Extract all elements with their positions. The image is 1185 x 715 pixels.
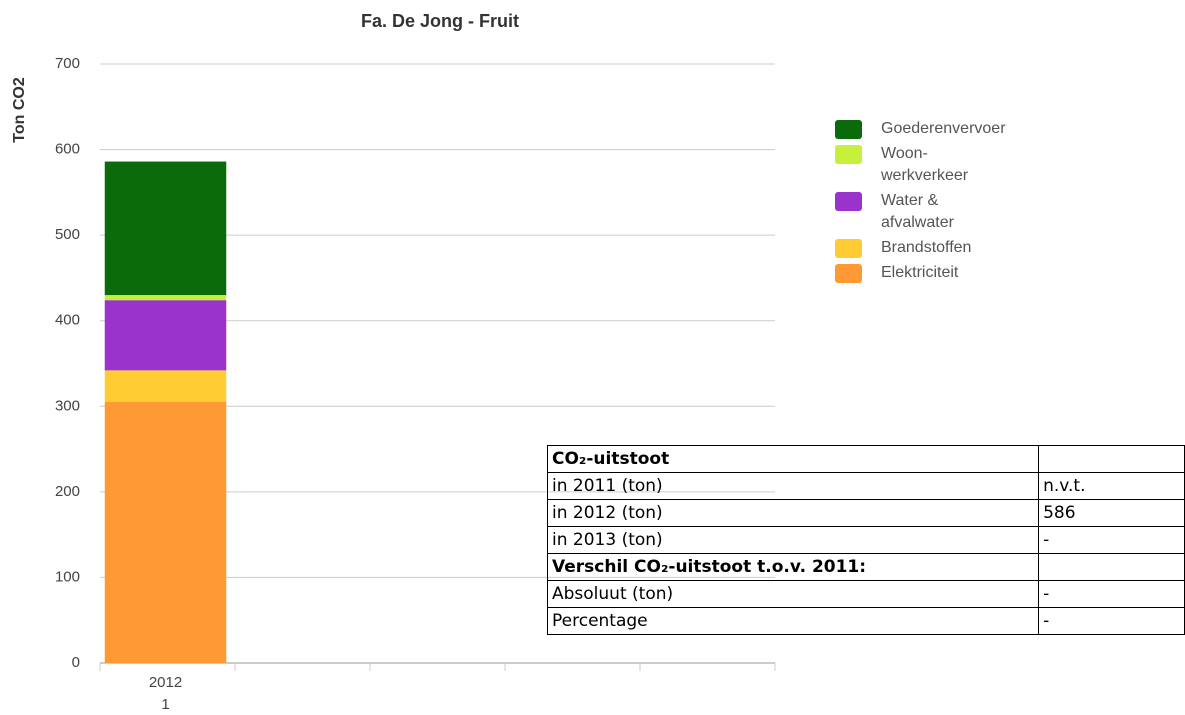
y-tick-label: 0 xyxy=(72,654,80,671)
y-tick-label: 400 xyxy=(55,312,80,329)
bar-segment xyxy=(104,161,227,296)
legend-swatch xyxy=(835,145,862,164)
bar-segment xyxy=(104,370,227,403)
table-cell: Verschil CO₂-uitstoot t.o.v. 2011: xyxy=(546,553,1040,581)
table-cell: 586 xyxy=(1038,499,1185,527)
y-tick-label: 300 xyxy=(55,397,80,414)
table-cell: in 2011 (ton) xyxy=(546,472,1040,500)
table-cell xyxy=(1038,553,1185,581)
y-tick-label: 100 xyxy=(55,568,80,585)
legend-item: Goederenvervoer xyxy=(835,118,1006,140)
data-table: CO₂-uitstoot in 2011 (ton) n.v.t. in 2012 (… xyxy=(546,445,1185,635)
table-row: in 2012 (ton) 586 xyxy=(546,499,1185,527)
table-cell: Percentage xyxy=(546,607,1040,635)
legend: Goederenvervoer Woon-werkverkeer Water & a… xyxy=(835,118,1006,287)
y-axis-label: Ton CO2 xyxy=(11,77,28,143)
legend-label: Goederenvervoer xyxy=(881,120,1006,137)
legend-swatch xyxy=(835,239,862,258)
table-row: in 2013 (ton) - xyxy=(546,526,1185,554)
table-row: in 2011 (ton) n.v.t. xyxy=(546,472,1185,500)
chart-title: Fa. De Jong - Fruit xyxy=(361,11,519,31)
table-row: Percentage - xyxy=(546,607,1185,635)
legend-label: Woon-werkverkeer xyxy=(881,145,969,184)
table-cell: in 2012 (ton) xyxy=(546,499,1040,527)
legend-label: Elektriciteit xyxy=(881,264,959,281)
legend-item: Woon-werkverkeer xyxy=(835,143,991,187)
table-cell: - xyxy=(1038,607,1185,635)
bar-segment xyxy=(104,402,227,663)
x-tick-label: 2012 xyxy=(149,674,182,691)
legend-item: Brandstoffen xyxy=(835,237,991,259)
y-tick-label: 500 xyxy=(55,226,80,243)
x-tick-sublabel: 1 xyxy=(161,696,169,713)
table-row: Absoluut (ton) - xyxy=(546,580,1185,608)
table-cell: - xyxy=(1038,526,1185,554)
legend-item: Elektriciteit xyxy=(835,262,991,284)
legend-swatch xyxy=(835,192,862,211)
table-cell: Absoluut (ton) xyxy=(546,580,1040,608)
bar-segment xyxy=(104,300,227,371)
table-row: CO₂-uitstoot xyxy=(546,445,1185,473)
legend-swatch xyxy=(835,120,862,139)
table-cell xyxy=(1038,445,1185,473)
legend-swatch xyxy=(835,264,862,283)
table-cell: - xyxy=(1038,580,1185,608)
legend-label: Water & afvalwater xyxy=(881,192,954,231)
table-cell: n.v.t. xyxy=(1038,472,1185,500)
table-cell: in 2013 (ton) xyxy=(546,526,1040,554)
y-tick-label: 600 xyxy=(55,141,80,158)
table-row: Verschil CO₂-uitstoot t.o.v. 2011: xyxy=(546,553,1185,581)
legend-item: Water & afvalwater xyxy=(835,190,991,234)
legend-label: Brandstoffen xyxy=(881,239,972,256)
y-tick-label: 700 xyxy=(55,55,80,72)
bar-segment xyxy=(104,295,227,301)
y-tick-label: 200 xyxy=(55,483,80,500)
table-cell: CO₂-uitstoot xyxy=(546,445,1040,473)
